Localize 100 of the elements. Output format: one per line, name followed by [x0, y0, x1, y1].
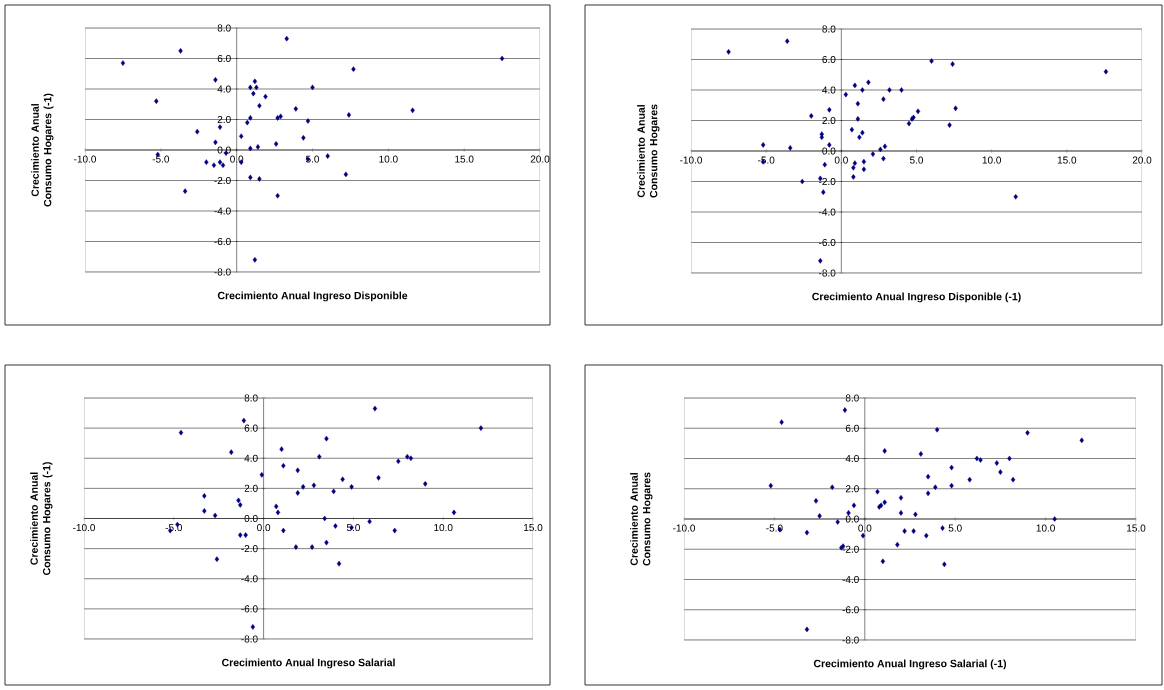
point: [499, 55, 505, 62]
point: [880, 558, 886, 565]
y-tick-label: 8.0: [217, 24, 231, 32]
point: [239, 133, 244, 140]
point: [861, 166, 867, 173]
point: [875, 488, 880, 495]
point: [243, 532, 248, 538]
y-tick-label: -8.0: [819, 269, 836, 277]
point: [947, 122, 952, 128]
point: [238, 502, 243, 508]
point: [860, 87, 865, 93]
y-tick-label: -6.0: [819, 238, 836, 247]
point: [842, 407, 848, 413]
x-axis-title: Crecimiento Anual Ingreso Salarial (-1): [813, 659, 1007, 670]
point: [817, 513, 822, 519]
point: [818, 257, 823, 264]
x-tick-label: 10.0: [982, 156, 1002, 164]
point: [324, 435, 329, 442]
point: [252, 78, 258, 85]
point: [349, 484, 354, 490]
point: [882, 143, 888, 150]
y-tick-label: 8.0: [845, 394, 859, 402]
point: [340, 476, 345, 483]
y-axis-title: Crecimiento Anual Consumo Hogares (-1): [30, 462, 53, 575]
y-tick-label: -4.0: [842, 575, 859, 584]
point: [830, 484, 835, 491]
point: [925, 473, 931, 480]
x-tick-label: 15.0: [455, 155, 474, 163]
point: [281, 527, 286, 534]
y-tick-label: -8.0: [842, 636, 859, 644]
point: [804, 626, 810, 633]
point: [898, 495, 904, 501]
point: [305, 118, 311, 124]
y-tick-label: 4.0: [822, 86, 836, 94]
point: [211, 162, 217, 169]
point: [248, 145, 253, 152]
point: [866, 79, 871, 86]
point: [804, 529, 810, 536]
x-tick-label: -5.0: [758, 156, 775, 164]
point: [855, 116, 861, 122]
point: [852, 82, 858, 89]
point: [293, 544, 299, 550]
point: [310, 84, 315, 91]
point: [974, 455, 980, 462]
point: [788, 145, 793, 151]
x-tick-label: 20.0: [1132, 156, 1152, 164]
point: [202, 493, 207, 499]
y-tick-label: 2.0: [822, 116, 836, 125]
x-tick-label: 20.0: [530, 155, 550, 163]
point: [857, 134, 862, 141]
point: [259, 472, 264, 478]
point: [331, 488, 336, 495]
point: [915, 108, 921, 115]
y-tick-label: 6.0: [822, 55, 836, 64]
point: [881, 96, 886, 102]
point: [236, 497, 241, 504]
x-axis-title: Crecimiento Anual Ingreso Salarial: [221, 658, 395, 669]
point: [351, 66, 356, 72]
point: [849, 126, 855, 133]
y-tick-label: 4.0: [217, 85, 231, 93]
point: [949, 482, 954, 489]
point: [950, 61, 955, 67]
point: [882, 499, 887, 506]
y-tick-label: -6.0: [241, 605, 258, 613]
point: [1013, 193, 1018, 200]
point: [273, 141, 279, 147]
y-tick-label: 0.0: [845, 515, 859, 523]
point: [813, 498, 819, 504]
x-tick-label: -5.0: [766, 524, 783, 532]
point: [396, 458, 401, 465]
point: [918, 451, 923, 457]
point: [902, 528, 907, 534]
y-tick-label: -2.0: [842, 545, 859, 553]
point: [322, 515, 327, 522]
y-tick-label: -4.0: [819, 208, 836, 216]
point: [275, 509, 281, 516]
x-tick-label: 0.0: [858, 524, 872, 532]
x-tick-label: 10.0: [1036, 524, 1055, 532]
point: [924, 532, 929, 539]
point: [953, 105, 958, 112]
point: [217, 159, 223, 165]
point: [220, 162, 226, 169]
point: [934, 426, 940, 433]
point: [878, 146, 883, 153]
x-tick-label: 5.0: [909, 156, 924, 164]
point: [248, 115, 253, 121]
y-axis-title: Crecimiento Anual Consumo Hogares (-1): [31, 93, 54, 207]
point: [1010, 476, 1016, 483]
x-tick-label: 5.0: [948, 524, 962, 532]
point: [214, 556, 220, 562]
point: [887, 87, 892, 93]
y-axis-title: Crecimiento Anual Consumo Hogares: [637, 104, 660, 198]
y-tick-label: 0.0: [217, 146, 231, 154]
point: [281, 462, 286, 469]
point: [827, 107, 832, 113]
point: [451, 509, 457, 516]
x-tick-label: 15.0: [1057, 156, 1077, 164]
y-tick-label: 6.0: [244, 424, 258, 432]
point: [821, 189, 826, 195]
y-tick-label: -2.0: [241, 545, 258, 553]
